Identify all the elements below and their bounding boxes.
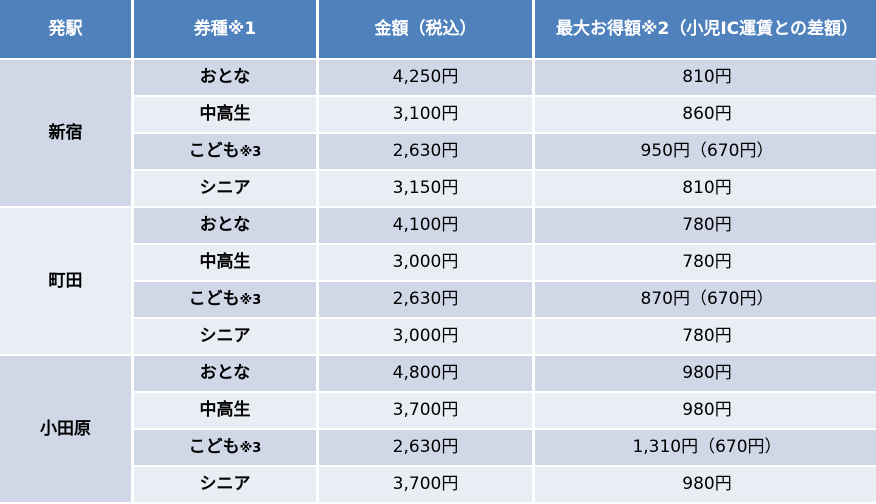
ticket-type-label: おとな (199, 215, 251, 236)
ticket-type-cell: こども※3 (134, 282, 316, 317)
ticket-type-cell: おとな (134, 60, 316, 95)
ticket-type-label: おとな (199, 363, 251, 384)
ticket-type-label: 中高生 (199, 400, 251, 421)
ticket-type-cell: 中高生 (134, 97, 316, 132)
ticket-type-cell: こども※3 (134, 134, 316, 169)
price-cell: 3,150円 (319, 171, 532, 206)
savings-cell: 780円 (535, 245, 876, 280)
savings-cell: 860円 (535, 97, 876, 132)
price-cell: 4,800円 (319, 356, 532, 391)
ticket-type-label: おとな (199, 67, 251, 88)
table-row: 中高生 3,000円 780円 (0, 245, 876, 280)
header-max-savings: 最大お得額※2（小児IC運賃との差額） (535, 0, 876, 58)
price-cell: 3,700円 (319, 393, 532, 428)
ticket-type-label: シニア (199, 326, 251, 347)
savings-cell: 980円 (535, 356, 876, 391)
price-cell: 3,700円 (319, 467, 532, 502)
ticket-type-cell: おとな (134, 356, 316, 391)
ticket-note: ※3 (239, 441, 262, 457)
savings-cell: 980円 (535, 467, 876, 502)
price-cell: 3,000円 (319, 245, 532, 280)
savings-cell: 980円 (535, 393, 876, 428)
price-cell: 3,000円 (319, 319, 532, 354)
table-row: こども※3 2,630円 950円（670円） (0, 134, 876, 169)
price-cell: 3,100円 (319, 97, 532, 132)
ticket-type-cell: 中高生 (134, 393, 316, 428)
table-row: 町田 おとな 4,100円 780円 (0, 208, 876, 354)
ticket-note: ※3 (239, 145, 262, 161)
ticket-type-label: シニア (199, 178, 251, 199)
ticket-note: ※3 (239, 293, 262, 309)
ticket-type-label: 中高生 (199, 252, 251, 273)
ticket-type-cell: おとな (134, 208, 316, 243)
station-cell: 新宿 (0, 60, 131, 206)
ticket-type-label: 中高生 (199, 104, 251, 125)
price-cell: 2,630円 (319, 282, 532, 317)
ticket-type-cell: シニア (134, 171, 316, 206)
ticket-type-cell: こども※3 (134, 430, 316, 465)
table-row: 中高生 3,700円 980円 (0, 393, 876, 428)
table-row: こども※3 2,630円 1,310円（670円） (0, 430, 876, 465)
table-row: 新宿 おとな 4,250円 810円 (0, 60, 876, 206)
savings-cell: 780円 (535, 208, 876, 243)
price-cell: 2,630円 (319, 430, 532, 465)
ticket-type-cell: 中高生 (134, 245, 316, 280)
ticket-type-cell: シニア (134, 319, 316, 354)
ticket-type-label: こども (188, 141, 240, 162)
table-row: シニア 3,700円 980円 (0, 467, 876, 502)
price-cell: 4,250円 (319, 60, 532, 95)
savings-cell: 1,310円（670円） (535, 430, 876, 465)
ticket-type-label: こども (188, 437, 240, 458)
savings-cell: 810円 (535, 171, 876, 206)
price-cell: 2,630円 (319, 134, 532, 169)
header-station: 発駅 (0, 0, 131, 58)
table-row: 中高生 3,100円 860円 (0, 97, 876, 132)
ticket-type-label: シニア (199, 474, 251, 495)
ticket-type-label: こども (188, 289, 240, 310)
table-row: シニア 3,150円 810円 (0, 171, 876, 206)
savings-cell: 810円 (535, 60, 876, 95)
header-ticket: 券種※1 (134, 0, 316, 58)
station-cell: 小田原 (0, 356, 131, 502)
fare-table-body: 新宿 おとな 4,250円 810円 中高生 3,100円 860円 こども※3 2,630円 9… (0, 60, 876, 502)
ticket-type-cell: シニア (134, 467, 316, 502)
savings-cell: 780円 (535, 319, 876, 354)
table-row: シニア 3,000円 780円 (0, 319, 876, 354)
header-price: 金額（税込） (319, 0, 532, 58)
table-row: こども※3 2,630円 870円（670円） (0, 282, 876, 317)
header-row: 発駅 券種※1 金額（税込） 最大お得額※2（小児IC運賃との差額） (0, 0, 876, 58)
savings-cell: 950円（670円） (535, 134, 876, 169)
table-row: 小田原 おとな 4,800円 980円 (0, 356, 876, 502)
savings-cell: 870円（670円） (535, 282, 876, 317)
station-cell: 町田 (0, 208, 131, 354)
price-cell: 4,100円 (319, 208, 532, 243)
